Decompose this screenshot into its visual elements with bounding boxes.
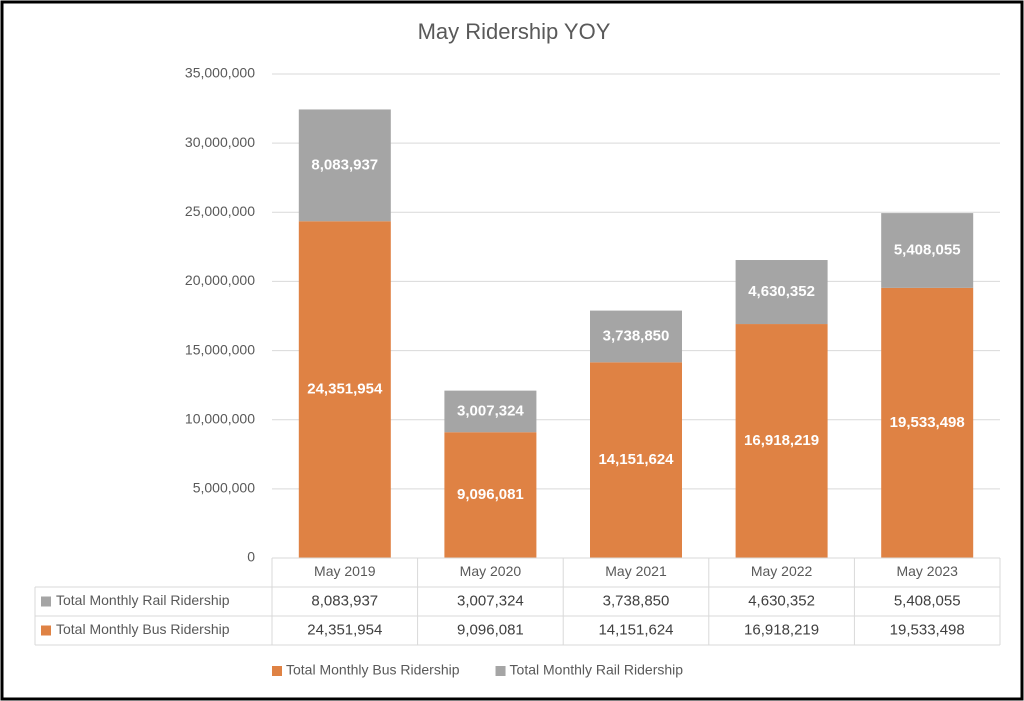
bar-segment xyxy=(590,310,682,363)
table-row-header: Total Monthly Bus Ridership xyxy=(56,621,230,637)
table-cell: 9,096,081 xyxy=(457,621,524,638)
data-label: 14,151,624 xyxy=(598,451,674,468)
bar-segment xyxy=(298,221,391,559)
x-tick-label: May 2021 xyxy=(605,563,667,579)
data-label: 5,408,055 xyxy=(894,241,961,258)
y-tick-label: 5,000,000 xyxy=(193,480,255,496)
data-label: 8,083,937 xyxy=(311,156,378,173)
table-cell: 8,083,937 xyxy=(311,592,378,609)
bar-segment xyxy=(881,213,974,288)
bar-segment xyxy=(298,109,391,222)
table-cell: 4,630,352 xyxy=(748,592,815,609)
legend-label: Total Monthly Rail Ridership xyxy=(510,662,684,678)
table-cell: 16,918,219 xyxy=(744,621,819,638)
table-legend-key xyxy=(41,625,51,636)
table-cell: 19,533,498 xyxy=(890,621,965,638)
table-legend-key xyxy=(41,596,51,607)
legend-key xyxy=(272,666,282,676)
table-cell: 3,007,324 xyxy=(457,592,524,609)
bar-segment xyxy=(735,324,828,558)
y-tick-label: 30,000,000 xyxy=(185,134,255,150)
table-cell: 3,738,850 xyxy=(603,592,670,609)
data-label: 16,918,219 xyxy=(744,432,819,449)
table-cell: 14,151,624 xyxy=(598,621,673,638)
x-tick-label: May 2023 xyxy=(896,563,958,579)
legend-key xyxy=(495,666,506,676)
bar-segment xyxy=(444,432,537,558)
data-label: 3,007,324 xyxy=(457,402,524,419)
data-label: 4,630,352 xyxy=(748,283,815,300)
y-tick-label: 10,000,000 xyxy=(185,410,255,426)
table-row-header: Total Monthly Rail Ridership xyxy=(56,592,230,608)
bar-segment xyxy=(590,362,682,558)
y-tick-label: 0 xyxy=(247,549,255,565)
legend-label: Total Monthly Bus Ridership xyxy=(286,662,460,678)
table-cell: 24,351,954 xyxy=(307,621,382,638)
y-tick-label: 25,000,000 xyxy=(185,203,255,219)
chart-title: May Ridership YOY xyxy=(418,19,611,44)
table-cell: 5,408,055 xyxy=(894,592,961,609)
data-label: 24,351,954 xyxy=(307,381,383,398)
bar-segment xyxy=(444,390,537,433)
x-tick-label: May 2020 xyxy=(460,563,522,579)
x-tick-label: May 2022 xyxy=(751,563,813,579)
y-tick-label: 15,000,000 xyxy=(185,341,255,357)
y-tick-label: 20,000,000 xyxy=(185,272,255,288)
data-label: 19,533,498 xyxy=(890,414,965,431)
x-tick-label: May 2019 xyxy=(314,563,376,579)
data-label: 9,096,081 xyxy=(457,486,524,503)
bar-segment xyxy=(881,287,974,558)
y-tick-label: 35,000,000 xyxy=(185,65,255,81)
bar-segment xyxy=(735,260,828,325)
data-label: 3,738,850 xyxy=(603,327,670,344)
